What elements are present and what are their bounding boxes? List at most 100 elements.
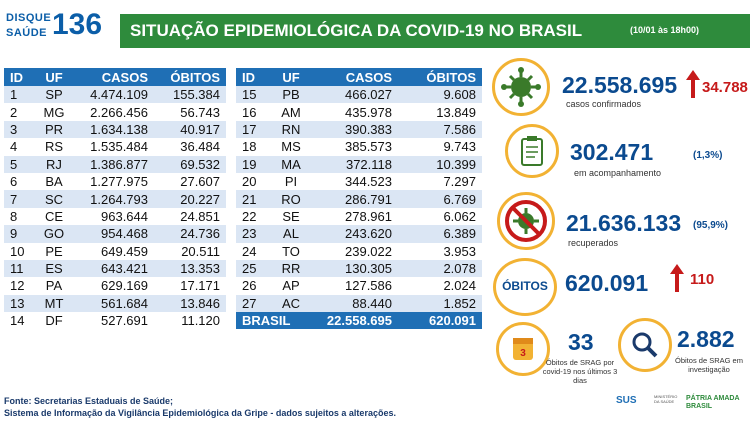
row-deaths: 36.484 [180, 139, 220, 155]
row-cases: 466.027 [306, 86, 398, 104]
row-uf: MG [43, 104, 65, 120]
table-row: 18 MS 385.573 9.743 [236, 138, 482, 155]
row-deaths: 7.586 [398, 120, 482, 139]
row-uf: AM [281, 104, 301, 120]
row-id: 1 [4, 86, 38, 104]
row-uf: AL [276, 225, 306, 243]
table-row: 12 PA 629.169 17.171 [4, 277, 226, 294]
table-row: 15 PB 466.027 9.608 [236, 86, 482, 104]
row-uf: PE [45, 243, 63, 259]
row-deaths: 13.353 [154, 259, 226, 278]
row-id: 14 [10, 313, 25, 329]
row-id: 6 [10, 174, 18, 190]
row-cases: 243.620 [306, 225, 398, 243]
row-id: 13 [4, 294, 38, 313]
row-cases: 1.634.138 [70, 120, 154, 139]
row-id: 23 [236, 225, 276, 243]
row-cases: 1.277.975 [90, 174, 148, 190]
row-id: 27 [236, 294, 276, 313]
total-row: BRASIL 22.558.695 620.091 [236, 312, 482, 330]
row-uf: BA [45, 174, 63, 190]
ministry-logo: MINISTÉRIO DA SAÚDE [654, 394, 678, 404]
table-row: 10 PE 649.459 20.511 [4, 243, 226, 260]
logo-line2: SAÚDE [6, 27, 48, 39]
row-id: 7 [4, 190, 38, 208]
monitoring-value: 302.471 [570, 139, 654, 165]
total-cases: 22.558.695 [306, 312, 398, 330]
row-uf: DF [45, 313, 63, 329]
row-id: 24 [242, 243, 257, 259]
magnifier-icon [632, 332, 658, 358]
footer-source: Fonte: Secretarias Estaduais de Saúde; [4, 396, 174, 406]
row-deaths: 3.953 [443, 243, 476, 259]
row-uf: CE [44, 208, 64, 224]
row-deaths: 11.120 [181, 313, 220, 329]
row-uf: TO [282, 243, 300, 259]
row-deaths: 69.532 [154, 155, 226, 173]
row-cases: 390.383 [306, 120, 398, 139]
recovered-icon-circle [497, 192, 555, 250]
row-cases: 88.440 [306, 294, 398, 313]
row-deaths: 7.297 [443, 174, 476, 190]
row-deaths: 20.227 [154, 190, 226, 208]
sus-logo: SUS [616, 395, 637, 406]
monitoring-pct: (1,3%) [693, 150, 723, 161]
total-label: BRASIL [236, 312, 306, 330]
col-id: ID [4, 68, 38, 86]
col-cases: CASOS [70, 68, 154, 86]
investigation-icon-circle [618, 318, 672, 372]
row-deaths: 155.384 [154, 86, 226, 104]
logo-number: 136 [52, 8, 103, 41]
virus-crossed-icon [505, 200, 547, 242]
virus-icon [501, 67, 541, 107]
row-deaths: 2.078 [398, 259, 482, 278]
table-row: 24 TO 239.022 3.953 [236, 243, 482, 260]
row-cases: 4.474.109 [70, 86, 154, 104]
deaths-increase: 110 [690, 271, 715, 288]
table-row: 14 DF 527.691 11.120 [4, 312, 226, 329]
row-deaths: 6.389 [398, 225, 482, 243]
row-cases: 561.684 [70, 294, 154, 313]
row-uf: MA [276, 155, 306, 173]
row-id: 18 [242, 139, 257, 155]
table-row: 13 MT 561.684 13.846 [4, 294, 226, 313]
row-cases: 278.961 [345, 208, 392, 224]
row-deaths: 10.399 [398, 155, 482, 173]
row-deaths: 27.607 [180, 174, 220, 190]
table-row: 1 SP 4.474.109 155.384 [4, 86, 226, 104]
row-deaths: 13.849 [436, 104, 476, 120]
deaths-badge: ÓBITOS [493, 258, 557, 316]
monitoring-icon-circle [505, 124, 559, 178]
logo-line1: DISQUE [6, 12, 52, 24]
deaths-value: 620.091 [565, 270, 649, 296]
row-cases: 527.691 [101, 313, 148, 329]
row-deaths: 2.024 [443, 278, 476, 294]
table-row: 26 AP 127.586 2.024 [236, 277, 482, 294]
table-row: 9 GO 954.468 24.736 [4, 225, 226, 243]
table-row: 5 RJ 1.386.877 69.532 [4, 155, 226, 173]
table-row: 2 MG 2.266.456 56.743 [4, 103, 226, 120]
table-row: 22 SE 278.961 6.062 [236, 208, 482, 225]
recovered-pct: (95,9%) [693, 220, 729, 231]
deaths-badge-label: ÓBITOS [502, 279, 548, 293]
table-row: 8 CE 963.644 24.851 [4, 208, 226, 225]
recovered-value: 21.636.133 [566, 210, 682, 236]
row-uf: PI [284, 174, 298, 190]
col-deaths: ÓBITOS [398, 68, 482, 86]
row-cases: 1.264.793 [70, 190, 154, 208]
row-id: 19 [236, 155, 276, 173]
table-row: 6 BA 1.277.975 27.607 [4, 173, 226, 190]
row-id: 12 [10, 278, 25, 294]
row-uf: GO [38, 225, 70, 243]
row-deaths: 13.846 [154, 294, 226, 313]
table-row: 11 ES 643.421 13.353 [4, 259, 226, 278]
col-deaths: ÓBITOS [154, 68, 226, 86]
row-id: 15 [236, 86, 276, 104]
footer-system: Sistema de Informação da Vigilância Epid… [4, 408, 396, 418]
row-deaths: 56.743 [180, 104, 220, 120]
row-uf: PA [45, 278, 63, 294]
row-cases: 2.266.456 [90, 104, 148, 120]
row-cases: 239.022 [345, 243, 392, 259]
row-id: 17 [236, 120, 276, 139]
row-cases: 649.459 [101, 243, 148, 259]
